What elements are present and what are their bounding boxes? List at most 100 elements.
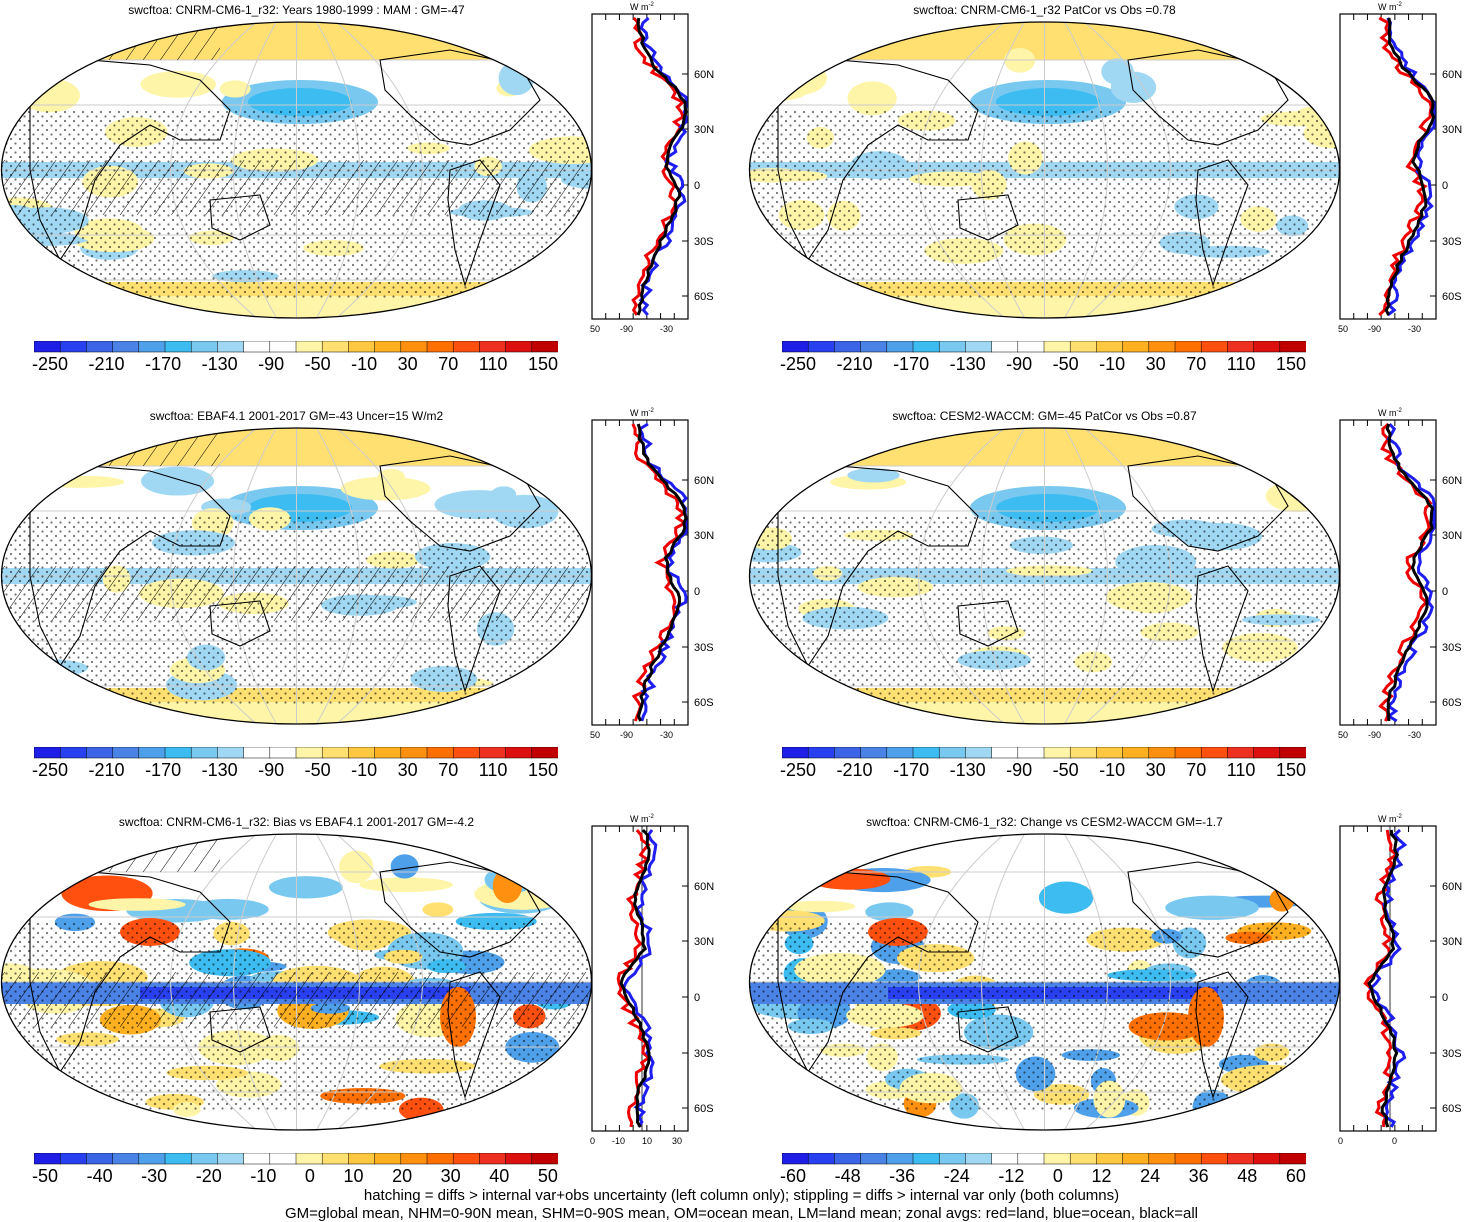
colorbar: -250 -210 -170 -130 -90 -50 -10 30 70 110 150 [780, 340, 1307, 380]
colorbar-label: -90 [258, 354, 285, 374]
colorbar-label: -12 [998, 1166, 1025, 1186]
colorbar-label: -40 [86, 1166, 113, 1186]
zonal-tick-label: -30 [590, 1136, 595, 1146]
latitude-label: 0 [694, 992, 700, 1004]
colorbar-label: 0 [1052, 1166, 1063, 1186]
colorbar-label: 30 [1145, 354, 1166, 374]
latitude-label: 30N [694, 124, 714, 136]
colorbar-label: 150 [1275, 354, 1306, 374]
colorbar-label: -90 [1006, 354, 1033, 374]
colorbar-label: 150 [527, 760, 558, 780]
colorbar-label: 30 [1145, 760, 1166, 780]
colorbar-label: -60 [780, 1166, 807, 1186]
zonal-tick-label: -150 [1338, 324, 1348, 334]
colorbar-label: -210 [836, 760, 873, 780]
latitude-label: 0 [1442, 992, 1448, 1004]
colorbar-label: -130 [201, 760, 238, 780]
latitude-label: 0 [694, 586, 700, 598]
colorbar: -250 -210 -170 -130 -90 -50 -10 30 70 110 150 [32, 746, 559, 786]
colorbar-label: -170 [145, 760, 182, 780]
latitude-label: 60S [694, 697, 714, 709]
zonal-average-plot: W m-2 60N 30N 0 30S 60S -150 -90 -30 [1338, 2, 1462, 334]
latitude-label: 30N [1442, 530, 1462, 542]
colorbar-label: -50 [304, 760, 331, 780]
colorbar-label: -10 [351, 354, 378, 374]
zonal-tick-label: -30 [1408, 324, 1421, 334]
latitude-label: 60N [1442, 881, 1462, 893]
colorbar-swatches [33, 1152, 559, 1165]
panel-title: swcftoa: CNRM-CM6-1_r32: Bias vs EBAF4.1… [118, 815, 475, 829]
colorbar-label: -50 [1052, 760, 1079, 780]
colorbar-label: 30 [397, 354, 418, 374]
latitude-label: 30N [694, 936, 714, 948]
zonal-unit-label: W m-2 [1378, 814, 1402, 824]
latitude-label: 30N [694, 530, 714, 542]
world-map [748, 427, 1341, 725]
colorbar-label: -10 [250, 1166, 277, 1186]
colorbar-label: -50 [1052, 354, 1079, 374]
latitude-label: 60S [694, 1103, 714, 1115]
zonal-average-plot: W m-2 60N 30N 0 30S 60S -30 -10 10 30 [590, 814, 714, 1146]
colorbar-label: -10 [351, 760, 378, 780]
zonal-unit-label: W m-2 [630, 2, 654, 12]
zonal-tick-label: -20 [1338, 1136, 1343, 1146]
latitude-label: 60N [694, 475, 714, 487]
zonal-average-plot: W m-2 60N 30N 0 30S 60S -20 0 [1338, 814, 1462, 1146]
colorbar-label: 40 [489, 1166, 510, 1186]
colorbar-swatches [33, 340, 559, 353]
zonal-tick-label: -150 [590, 324, 600, 334]
latitude-label: 30S [1442, 1048, 1462, 1060]
colorbar-label: -30 [141, 1166, 168, 1186]
colorbar-label: -250 [780, 354, 817, 374]
zonal-tick-label: 30 [672, 1136, 682, 1146]
latitude-label: 60N [1442, 69, 1462, 81]
colorbar-label: 36 [1188, 1166, 1209, 1186]
colorbar-label: -20 [195, 1166, 222, 1186]
colorbar-label: 110 [478, 760, 508, 780]
zonal-average-plot: W m-2 60N 30N 0 30S 60S -150 -90 -30 [590, 408, 714, 740]
latitude-label: 0 [1442, 586, 1448, 598]
colorbar-label: 70 [1186, 354, 1207, 374]
colorbar-label: -36 [889, 1166, 916, 1186]
panel-title: swcftoa: CESM2-WACCM: GM=-45 PatCor vs O… [892, 409, 1197, 423]
panel-title: swcftoa: CNRM-CM6-1_r32 PatCor vs Obs =0… [913, 3, 1176, 17]
world-map [0, 427, 593, 725]
latitude-label: 30S [694, 642, 714, 654]
colorbar-swatches [781, 1152, 1307, 1165]
zonal-tick-label: 10 [642, 1136, 652, 1146]
zonal-tick-label: -10 [612, 1136, 625, 1146]
colorbar-label: -210 [88, 354, 125, 374]
zonal-unit-label: W m-2 [630, 408, 654, 418]
colorbar-label: 60 [1285, 1166, 1306, 1186]
colorbar-label: -130 [949, 760, 986, 780]
zonal-average-plot: W m-2 60N 30N 0 30S 60S -150 -90 -30 [590, 2, 714, 334]
zonal-tick-label: -90 [1368, 324, 1381, 334]
footer-line-2: GM=global mean, NHM=0-90N mean, SHM=0-90… [284, 1205, 1198, 1222]
footer-line-1: hatching = diffs > internal var+obs unce… [363, 1187, 1120, 1204]
world-map [748, 21, 1341, 319]
colorbar-label: 48 [1237, 1166, 1258, 1186]
colorbar-label: -170 [893, 760, 930, 780]
colorbar-label: 0 [304, 1166, 315, 1186]
colorbar-label: 110 [1226, 354, 1256, 374]
latitude-label: 30S [694, 236, 714, 248]
colorbar-label: 20 [392, 1166, 413, 1186]
colorbar-label: 150 [1275, 760, 1306, 780]
colorbar-label: -250 [32, 760, 69, 780]
colorbar-label: -50 [32, 1166, 59, 1186]
panel-title: swcftoa: EBAF4.1 2001-2017 GM=-43 Uncer=… [149, 409, 444, 423]
colorbar-label: 12 [1091, 1166, 1112, 1186]
zonal-tick-label: -30 [660, 324, 673, 334]
latitude-label: 30S [1442, 236, 1462, 248]
colorbar-label: -24 [943, 1166, 970, 1186]
colorbar-label: -250 [32, 354, 69, 374]
colorbar-label: -250 [780, 760, 817, 780]
zonal-average-plot: W m-2 60N 30N 0 30S 60S -150 -90 -30 [1338, 408, 1462, 740]
panel-title: swcftoa: CNRM-CM6-1_r32: Change vs CESM2… [866, 815, 1223, 829]
zonal-tick-label: -90 [1368, 730, 1381, 740]
colorbar-label: -48 [834, 1166, 861, 1186]
zonal-tick-label: -150 [590, 730, 600, 740]
colorbar-label: -210 [836, 354, 873, 374]
latitude-label: 30N [1442, 124, 1462, 136]
world-map [0, 833, 593, 1131]
